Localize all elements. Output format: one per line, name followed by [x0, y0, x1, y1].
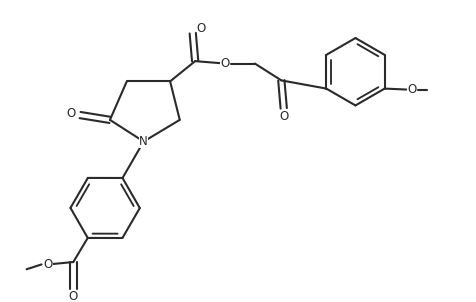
Text: O: O: [197, 22, 206, 35]
Text: N: N: [139, 135, 148, 148]
Text: O: O: [44, 258, 53, 271]
Text: O: O: [67, 107, 76, 120]
Text: O: O: [407, 83, 416, 96]
Text: O: O: [69, 290, 78, 302]
Text: O: O: [220, 57, 229, 70]
Text: O: O: [279, 110, 288, 123]
